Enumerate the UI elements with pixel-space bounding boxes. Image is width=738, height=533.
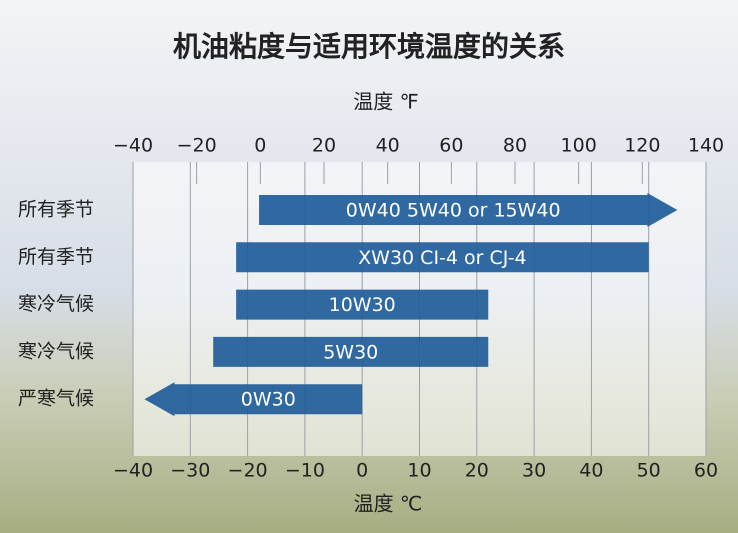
range-bar [259,193,678,227]
category-label: 寒冷气候 [18,340,94,362]
x-tick-label: 20 [465,460,489,482]
category-label: 严寒气候 [18,388,94,410]
x-axis-label: 温度 ℃ [354,492,423,516]
x-tick-label: −10 [285,460,325,482]
bar-label: 0W30 [241,389,296,411]
chart-title: 机油粘度与适用环境温度的关系 [173,30,565,63]
x-tick-label: 30 [522,460,546,482]
x2-tick-label: 0 [254,135,266,157]
range-bar [144,382,363,417]
x2-tick-label: 140 [688,135,724,157]
range-bar [236,242,649,273]
x-tick-label: 0 [356,460,368,482]
x2-axis-label: 温度 ℉ [353,90,418,114]
x2-tick-label: 100 [561,135,597,157]
x2-tick-label: 80 [503,135,527,157]
x2-tick-label: 120 [624,135,660,157]
category-label: 所有季节 [18,246,94,268]
range-bar [213,336,489,367]
x-tick-label: −40 [113,460,153,482]
x2-tick-label: 20 [312,135,336,157]
x2-tick-label: −20 [177,135,217,157]
bar-label: XW30 CI-4 or CJ-4 [358,247,527,269]
x-tick-label: 40 [579,460,603,482]
bar-label: 5W30 [323,341,378,363]
bar-label: 0W40 5W40 or 15W40 [346,200,561,222]
bar-label: 10W30 [329,294,396,316]
x2-tick-label: −40 [113,135,153,157]
category-label: 所有季节 [18,199,94,221]
category-label: 寒冷气候 [18,293,94,315]
x-tick-label: 50 [637,460,661,482]
range-bar [236,289,489,320]
x-tick-label: 60 [694,460,718,482]
x2-tick-label: 60 [439,135,463,157]
x2-tick-label: 40 [376,135,400,157]
x-tick-label: −30 [170,460,210,482]
x-tick-label: −20 [228,460,268,482]
x-tick-label: 10 [407,460,431,482]
